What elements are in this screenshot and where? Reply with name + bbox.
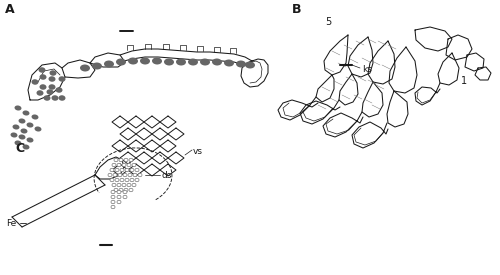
Ellipse shape xyxy=(38,67,46,73)
Ellipse shape xyxy=(117,200,121,204)
Ellipse shape xyxy=(112,163,116,167)
Ellipse shape xyxy=(176,59,186,65)
Ellipse shape xyxy=(111,195,115,199)
Ellipse shape xyxy=(117,195,121,199)
Ellipse shape xyxy=(46,89,54,95)
Ellipse shape xyxy=(111,200,115,204)
Ellipse shape xyxy=(22,144,30,150)
Text: 5: 5 xyxy=(325,17,331,27)
Ellipse shape xyxy=(32,79,38,85)
Ellipse shape xyxy=(92,62,102,70)
Ellipse shape xyxy=(10,133,18,138)
Ellipse shape xyxy=(117,183,121,187)
Text: 1: 1 xyxy=(461,76,467,86)
Ellipse shape xyxy=(118,173,122,177)
Ellipse shape xyxy=(113,173,117,177)
Ellipse shape xyxy=(111,205,115,209)
Ellipse shape xyxy=(104,60,114,67)
Ellipse shape xyxy=(18,134,26,139)
Text: ds: ds xyxy=(161,170,172,180)
Text: Fe: Fe xyxy=(6,219,16,227)
Ellipse shape xyxy=(34,126,42,131)
Ellipse shape xyxy=(80,65,90,72)
Ellipse shape xyxy=(123,173,127,177)
Ellipse shape xyxy=(14,141,21,145)
Text: C: C xyxy=(15,142,24,155)
Ellipse shape xyxy=(236,60,246,67)
Ellipse shape xyxy=(129,158,133,162)
Ellipse shape xyxy=(135,178,139,182)
Ellipse shape xyxy=(120,178,124,182)
Ellipse shape xyxy=(124,158,128,162)
Text: B: B xyxy=(292,3,302,16)
Ellipse shape xyxy=(132,163,136,167)
Ellipse shape xyxy=(112,183,116,187)
Ellipse shape xyxy=(119,158,123,162)
Ellipse shape xyxy=(40,84,46,90)
Ellipse shape xyxy=(245,62,255,68)
Ellipse shape xyxy=(44,95,51,101)
Ellipse shape xyxy=(50,70,56,76)
Ellipse shape xyxy=(138,173,142,177)
Ellipse shape xyxy=(48,84,56,90)
Ellipse shape xyxy=(125,178,129,182)
Ellipse shape xyxy=(110,178,114,182)
Ellipse shape xyxy=(108,173,112,177)
Text: vs: vs xyxy=(193,147,203,155)
Ellipse shape xyxy=(22,111,30,116)
Ellipse shape xyxy=(128,57,138,65)
Ellipse shape xyxy=(122,183,126,187)
Ellipse shape xyxy=(26,122,34,128)
Ellipse shape xyxy=(123,195,127,199)
Ellipse shape xyxy=(122,163,126,167)
Ellipse shape xyxy=(127,183,131,187)
Ellipse shape xyxy=(111,190,115,194)
Ellipse shape xyxy=(132,183,136,187)
Ellipse shape xyxy=(200,59,210,65)
Ellipse shape xyxy=(48,76,56,82)
Ellipse shape xyxy=(133,173,137,177)
Ellipse shape xyxy=(40,74,46,80)
Ellipse shape xyxy=(152,57,162,65)
Ellipse shape xyxy=(164,59,174,65)
Ellipse shape xyxy=(56,87,62,93)
Ellipse shape xyxy=(115,178,119,182)
Ellipse shape xyxy=(32,114,38,120)
Ellipse shape xyxy=(26,138,34,142)
Ellipse shape xyxy=(212,59,222,65)
Ellipse shape xyxy=(124,188,128,192)
Ellipse shape xyxy=(135,168,139,172)
Ellipse shape xyxy=(224,59,234,67)
Ellipse shape xyxy=(188,59,198,65)
Ellipse shape xyxy=(117,190,121,194)
Ellipse shape xyxy=(36,90,44,96)
Ellipse shape xyxy=(130,178,134,182)
Ellipse shape xyxy=(130,168,134,172)
Ellipse shape xyxy=(20,128,28,134)
Ellipse shape xyxy=(127,163,131,167)
Ellipse shape xyxy=(120,168,124,172)
Text: ks: ks xyxy=(362,65,372,73)
Ellipse shape xyxy=(14,106,21,111)
Ellipse shape xyxy=(58,95,66,101)
Ellipse shape xyxy=(110,168,114,172)
Ellipse shape xyxy=(12,125,20,130)
Ellipse shape xyxy=(52,95,59,101)
Ellipse shape xyxy=(18,119,26,123)
Ellipse shape xyxy=(115,168,119,172)
Ellipse shape xyxy=(125,168,129,172)
Ellipse shape xyxy=(117,163,121,167)
Ellipse shape xyxy=(140,57,150,65)
Ellipse shape xyxy=(114,158,118,162)
Text: A: A xyxy=(5,3,15,16)
Ellipse shape xyxy=(123,190,127,194)
Ellipse shape xyxy=(114,188,118,192)
Ellipse shape xyxy=(128,173,132,177)
Ellipse shape xyxy=(116,59,126,65)
Ellipse shape xyxy=(129,188,133,192)
Ellipse shape xyxy=(119,188,123,192)
Ellipse shape xyxy=(58,76,66,82)
